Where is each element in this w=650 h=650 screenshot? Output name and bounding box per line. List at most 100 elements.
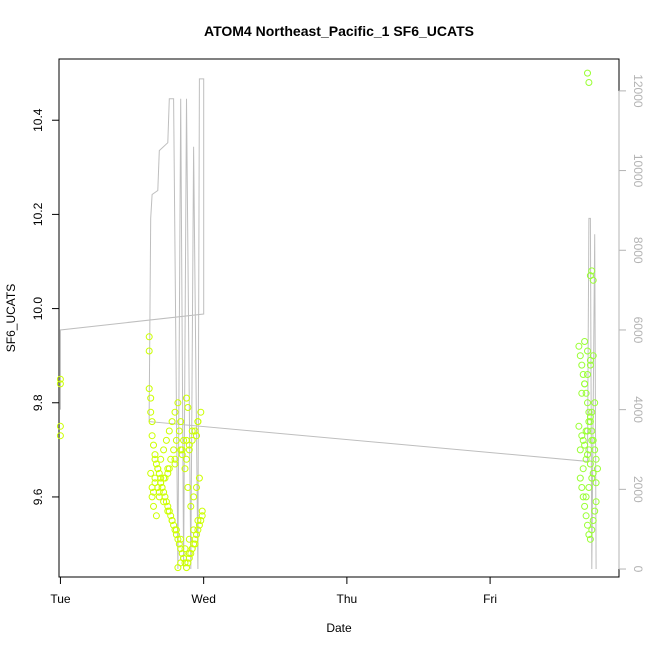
data-point	[152, 460, 160, 468]
data-point	[585, 446, 593, 454]
data-point	[195, 521, 203, 529]
data-point	[581, 502, 589, 510]
data-point	[155, 469, 163, 477]
data-point	[148, 418, 156, 426]
data-point	[194, 418, 202, 426]
data-point	[165, 427, 173, 435]
data-point	[183, 564, 190, 572]
y2-tick-label: 10000	[631, 154, 645, 188]
data-point	[145, 385, 153, 393]
data-point	[157, 455, 165, 463]
data-point	[56, 380, 64, 388]
data-point	[589, 517, 597, 524]
data-point	[191, 427, 199, 435]
data-point	[585, 79, 593, 86]
data-point	[154, 465, 162, 473]
data-point	[184, 404, 192, 411]
data-point	[172, 436, 180, 444]
data-point	[155, 493, 163, 501]
data-point	[171, 460, 179, 468]
data-point	[584, 371, 591, 378]
data-point	[588, 408, 596, 416]
data-point	[167, 455, 175, 463]
y2-tick-label: 0	[631, 566, 645, 573]
data-point	[578, 432, 586, 440]
data-point	[575, 342, 583, 350]
data-point	[584, 399, 591, 407]
data-point	[582, 493, 590, 501]
data-point	[178, 451, 186, 459]
y-tick-label: 10.2	[31, 202, 45, 226]
data-point	[581, 380, 589, 388]
data-point	[193, 432, 200, 440]
data-point	[56, 432, 64, 440]
data-point	[578, 389, 586, 397]
point-layer	[56, 69, 601, 572]
data-point	[174, 535, 182, 543]
data-point	[198, 512, 206, 520]
data-point	[170, 446, 178, 454]
data-point	[56, 375, 64, 383]
y2-tick-label: 8000	[631, 237, 645, 264]
data-point	[145, 347, 153, 355]
data-point	[184, 484, 192, 491]
data-point	[56, 422, 64, 430]
data-point	[147, 408, 155, 416]
data-point	[578, 361, 586, 369]
data-point	[585, 418, 593, 426]
data-point	[180, 554, 188, 562]
data-point	[581, 441, 589, 449]
data-point	[584, 521, 591, 529]
y2-tick-label: 6000	[631, 317, 645, 344]
data-point	[150, 502, 157, 510]
x-tick-label: Fri	[483, 592, 497, 606]
data-point	[175, 427, 183, 435]
data-point	[175, 540, 183, 548]
y-axis-label: SF6_UCATS	[4, 284, 18, 352]
data-point	[184, 559, 192, 567]
data-point	[185, 441, 193, 449]
data-point	[588, 267, 596, 275]
data-point	[150, 488, 157, 496]
data-point	[177, 446, 185, 454]
data-point	[588, 474, 596, 482]
data-point	[197, 517, 205, 524]
data-point	[150, 441, 157, 449]
plot-frame	[58, 58, 620, 578]
data-point	[188, 427, 196, 435]
y2-tick-label: 2000	[631, 476, 645, 503]
data-point	[585, 484, 593, 491]
data-point	[147, 394, 155, 402]
data-point	[162, 436, 170, 444]
data-point	[160, 488, 168, 496]
axes: Tue Wed Thu Fri 9.6 9.8 10.0 10.2 10.4 0 2000 4000 6…	[31, 74, 645, 606]
data-point	[592, 455, 600, 463]
data-point	[581, 338, 589, 345]
data-point	[586, 535, 594, 543]
data-point	[582, 455, 590, 463]
data-point	[584, 451, 591, 459]
series-line	[59, 78, 597, 570]
chart-title: ATOM4 Northeast_Pacific_1 SF6_UCATS	[204, 23, 474, 39]
data-point	[582, 389, 590, 397]
line-layer	[59, 78, 597, 570]
data-point	[174, 399, 182, 407]
data-point	[187, 502, 195, 510]
x-tick-label: Tue	[50, 592, 71, 606]
x-tick-label: Thu	[337, 592, 358, 606]
x-axis-label: Date	[326, 621, 352, 635]
data-point	[579, 493, 587, 501]
data-point	[181, 559, 189, 567]
y-tick-label: 10.4	[31, 108, 45, 132]
data-point	[185, 446, 193, 454]
data-point	[578, 484, 586, 491]
data-point	[180, 436, 188, 444]
data-point	[191, 540, 199, 548]
data-point	[157, 479, 165, 487]
data-point	[194, 517, 202, 524]
data-point	[195, 474, 203, 482]
data-point	[582, 512, 590, 520]
data-point	[177, 535, 185, 543]
data-point	[592, 498, 600, 506]
